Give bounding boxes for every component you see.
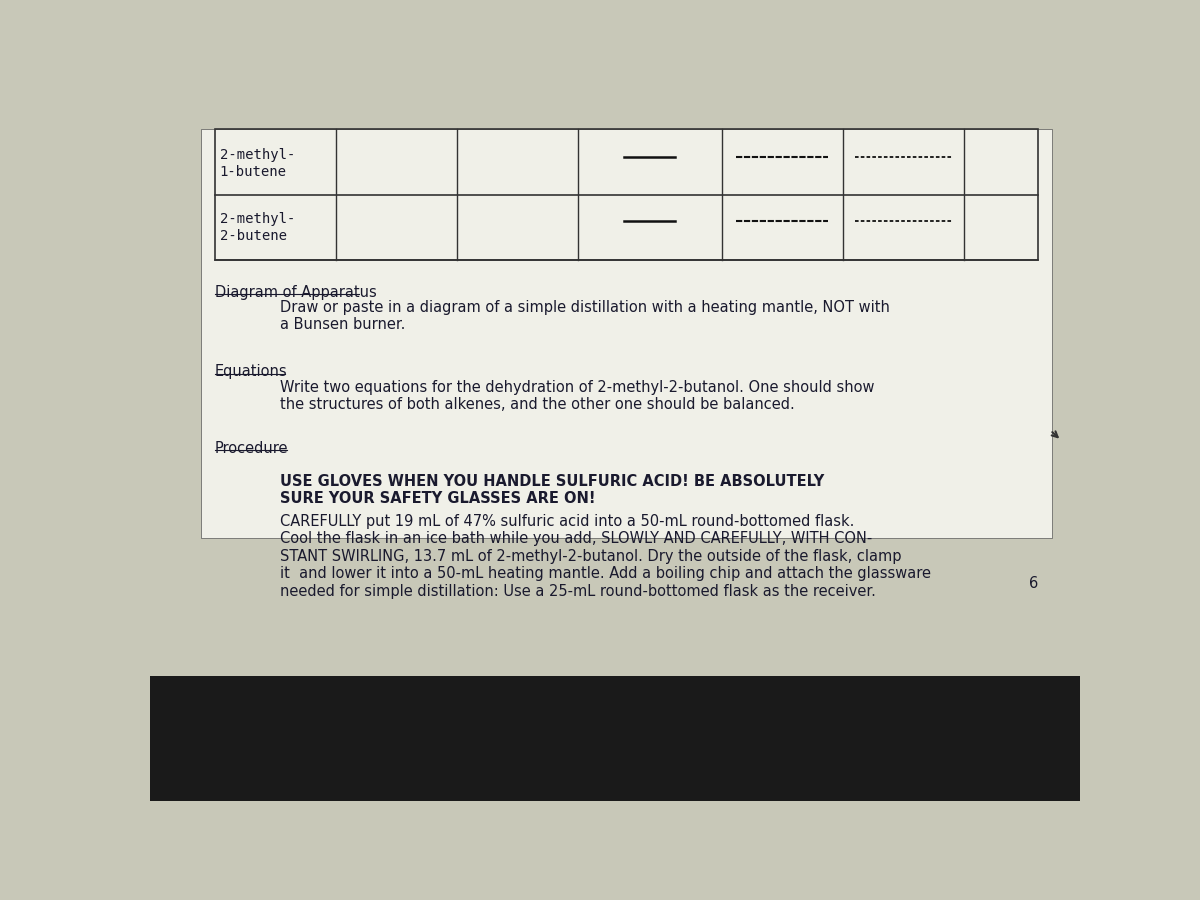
Text: Write two equations for the dehydration of 2-methyl-2-butanol. One should show
t: Write two equations for the dehydration … [281, 380, 875, 412]
Text: Equations: Equations [215, 364, 288, 380]
Text: CAREFULLY put 19 mL of 47% sulfuric acid into a 50-mL round-bottomed flask.
Cool: CAREFULLY put 19 mL of 47% sulfuric acid… [281, 514, 931, 598]
Bar [202, 129, 1052, 537]
Text: Draw or paste in a diagram of a simple distillation with a heating mantle, NOT w: Draw or paste in a diagram of a simple d… [281, 300, 890, 332]
Bar [215, 129, 1038, 260]
Bar [150, 676, 1080, 801]
Text: 2-methyl-
1-butene: 2-methyl- 1-butene [220, 148, 295, 178]
Text: Procedure: Procedure [215, 441, 289, 455]
Text: 2-methyl-
2-butene: 2-methyl- 2-butene [220, 212, 295, 243]
Text: 6: 6 [1028, 577, 1038, 591]
Text: USE GLOVES WHEN YOU HANDLE SULFURIC ACID! BE ABSOLUTELY
SURE YOUR SAFETY GLASSES: USE GLOVES WHEN YOU HANDLE SULFURIC ACID… [281, 474, 824, 507]
Text: Diagram of Apparatus: Diagram of Apparatus [215, 284, 377, 300]
